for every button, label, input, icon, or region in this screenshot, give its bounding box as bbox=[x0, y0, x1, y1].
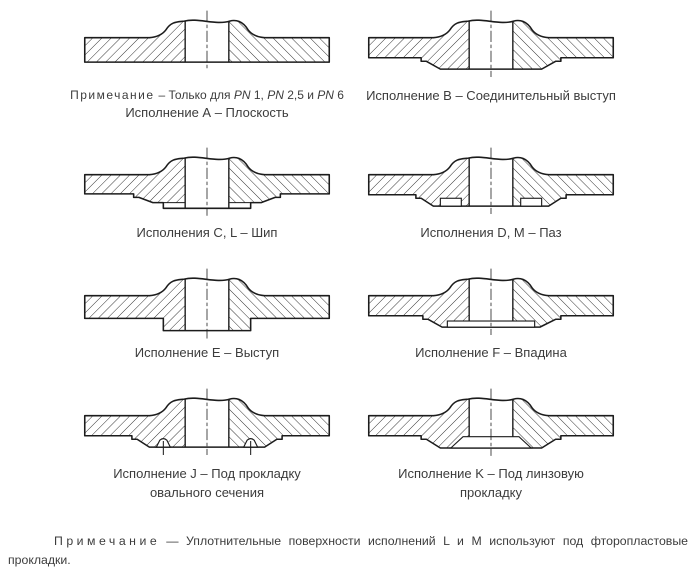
flange-section-drawing bbox=[367, 388, 615, 456]
figure-note-label: Примечание bbox=[70, 87, 155, 102]
flange-figure-5-male: Исполнение Е – Выступ bbox=[32, 266, 382, 365]
figure-caption: Исполнение K – Под линзовую bbox=[398, 465, 584, 481]
figure-caption: Исполнение F – Впадина bbox=[415, 345, 567, 361]
flange-figure-3-tongue: Исполнения C, L – Шип bbox=[32, 145, 382, 244]
flange-section-drawing bbox=[83, 10, 331, 71]
flange-section-drawing bbox=[83, 388, 331, 455]
figure-caption: Исполнения D, M – Паз bbox=[420, 225, 562, 241]
section-hatch-right bbox=[512, 20, 614, 70]
machined-recess bbox=[520, 198, 543, 208]
section-hatch-right bbox=[512, 157, 614, 207]
figure-captions: Исполнение K – Под линзовую прокладку bbox=[316, 463, 666, 502]
figure-captions: Исполнение J – Под прокладку овального се… bbox=[32, 463, 382, 502]
section-hatch-right bbox=[512, 277, 614, 327]
flange-section-drawing bbox=[83, 148, 331, 217]
figure-captions: Исполнения D, M – Паз bbox=[316, 222, 666, 244]
flange-figure-8-lens: Исполнение K – Под линзовую прокладку bbox=[316, 386, 666, 501]
flange-figure-6-female: Исполнение F – Впадина bbox=[316, 266, 666, 365]
figure-caption-line2: овального сечения bbox=[149, 484, 265, 500]
section-hatch-left bbox=[368, 277, 470, 327]
flange-figure-1-flat: Примечание – Только для PN 1, PN 2,5 и PN… bbox=[32, 8, 382, 124]
section-hatch-right bbox=[512, 397, 614, 448]
footnote: Примечание — Уплотнительные поверхности и… bbox=[8, 532, 688, 570]
figure-note-text: – Только для PN 1, PN 2,5 и PN 6 bbox=[158, 87, 344, 102]
machined-recess bbox=[439, 198, 462, 208]
footnote-label: Примечание bbox=[54, 534, 161, 549]
flange-figure-4-groove: Исполнения D, M – Паз bbox=[316, 145, 666, 244]
figure-caption: Исполнение J – Под прокладку bbox=[113, 465, 301, 481]
figure-caption: Исполнение А – Плоскость bbox=[125, 105, 289, 121]
section-hatch-left bbox=[84, 397, 186, 447]
figure-captions: Исполнение Е – Выступ bbox=[32, 342, 382, 364]
flange-section-drawing bbox=[367, 268, 615, 335]
figure-caption: Исполнение В – Соединительный выступ bbox=[366, 87, 616, 103]
figure-caption: Исполнения C, L – Шип bbox=[136, 225, 278, 241]
flange-figure-7-oval: Исполнение J – Под прокладку овального се… bbox=[32, 386, 382, 501]
figure-caption: Исполнение Е – Выступ bbox=[134, 345, 280, 361]
flange-section-drawing bbox=[367, 10, 615, 77]
section-hatch-left bbox=[368, 20, 470, 70]
section-hatch-left bbox=[84, 20, 186, 63]
figure-captions: Примечание – Только для PN 1, PN 2,5 и PN… bbox=[32, 85, 382, 125]
figure-caption-line2: прокладку bbox=[459, 484, 523, 500]
document-page: Примечание – Только для PN 1, PN 2,5 и PN… bbox=[8, 10, 688, 567]
section-hatch-left bbox=[368, 397, 470, 448]
figure-captions: Исполнение В – Соединительный выступ bbox=[316, 85, 666, 107]
flange-figure-2-raised: Исполнение В – Соединительный выступ bbox=[316, 8, 666, 107]
machined-profile bbox=[449, 435, 533, 449]
flange-section-drawing bbox=[83, 268, 331, 339]
figure-note: Примечание – Только для PN 1, PN 2,5 и PN… bbox=[32, 88, 382, 102]
figure-captions: Исполнение F – Впадина bbox=[316, 342, 666, 364]
section-hatch-left bbox=[368, 157, 470, 207]
figure-captions: Исполнения C, L – Шип bbox=[32, 222, 382, 244]
flange-section-drawing bbox=[367, 148, 615, 215]
figures-grid: Примечание – Только для PN 1, PN 2,5 и PN… bbox=[32, 8, 666, 501]
